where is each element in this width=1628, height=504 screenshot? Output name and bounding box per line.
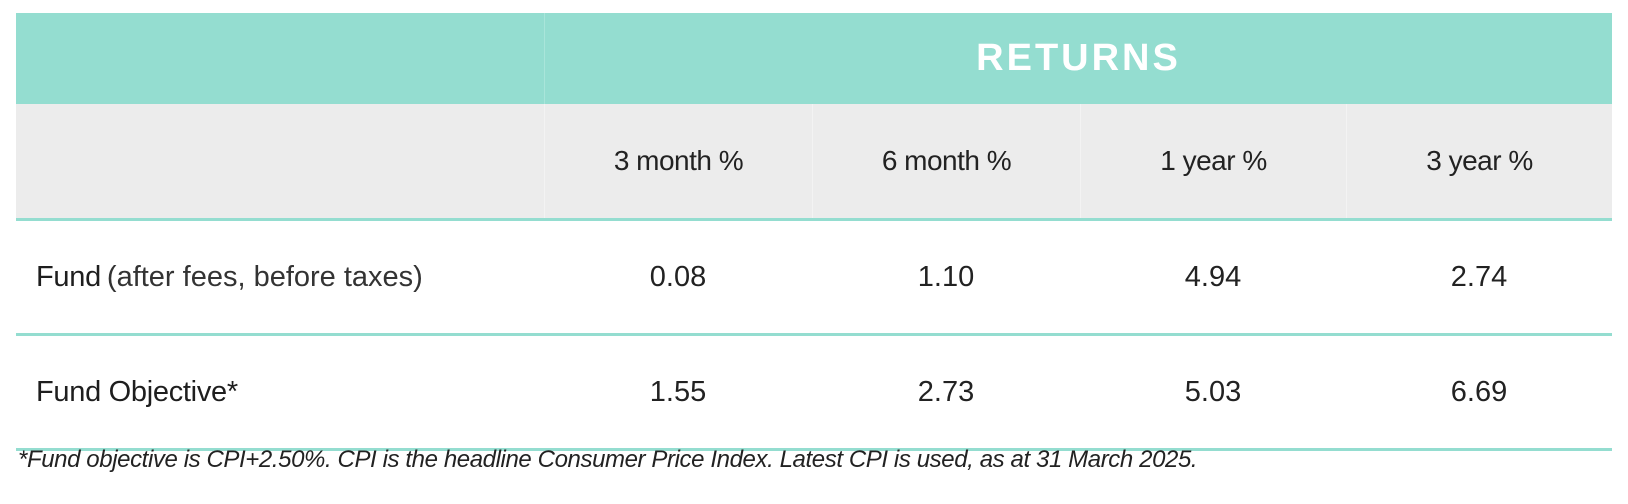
returns-group-header: RETURNS — [16, 13, 1612, 104]
column-header-1-year: 1 year % — [1080, 104, 1346, 218]
column-header-3-month: 3 month % — [544, 104, 812, 218]
objective-1-year-value: 5.03 — [1184, 375, 1242, 408]
period-header-row: 3 month % 6 month % 1 year % 3 year % — [16, 104, 1612, 221]
table-row-fund: Fund (after fees, before taxes) 0.08 1.1… — [16, 221, 1612, 336]
period-header-blank — [16, 104, 544, 218]
column-header-6-month: 6 month % — [812, 104, 1080, 218]
objective-3-month-value: 1.55 — [649, 375, 707, 408]
row-label-fund-objective: Fund Objective* — [16, 336, 544, 448]
row-label-fund: Fund (after fees, before taxes) — [16, 221, 544, 333]
column-header-3-year: 3 year % — [1346, 104, 1612, 218]
row-label-fund-objective-title: Fund Objective* — [36, 375, 238, 408]
returns-title: RETURNS — [544, 13, 1612, 104]
footnote: *Fund objective is CPI+2.50%. CPI is the… — [18, 446, 1198, 473]
row-label-fund-note: (after fees, before taxes) — [106, 260, 423, 293]
table-row-fund-objective: Fund Objective* 1.55 2.73 5.03 6.69 — [16, 336, 1612, 451]
returns-table: RETURNS 3 month % 6 month % 1 year % 3 y… — [16, 13, 1612, 451]
header-spacer — [16, 13, 544, 104]
fund-3-month-value: 0.08 — [649, 260, 707, 293]
objective-6-month-value: 2.73 — [917, 375, 975, 408]
fund-3-year-value: 2.74 — [1450, 260, 1508, 293]
row-label-fund-title: Fund — [36, 260, 101, 293]
fund-1-year-value: 4.94 — [1184, 260, 1242, 293]
fund-6-month-value: 1.10 — [917, 260, 975, 293]
objective-3-year-value: 6.69 — [1450, 375, 1508, 408]
